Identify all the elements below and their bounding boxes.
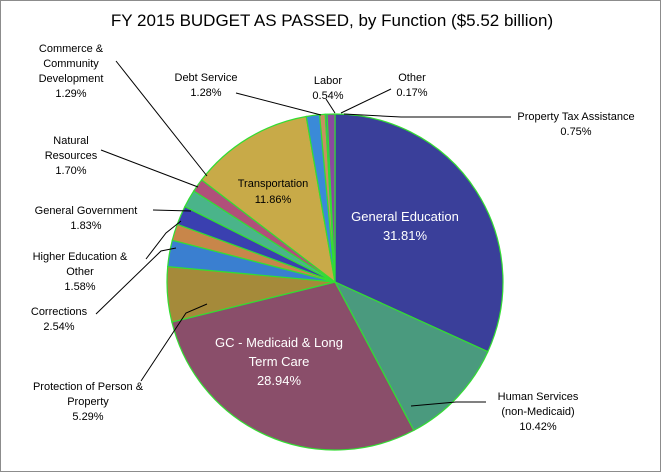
chart-title: FY 2015 BUDGET AS PASSED, by Function ($… — [111, 11, 553, 30]
leader-line-human-services-non-medicaid — [410, 401, 486, 407]
leader-line-debt-service — [235, 92, 322, 116]
slice-value-label: 5.29% — [72, 411, 103, 423]
slice-label-other: Other 0.17% — [396, 72, 427, 99]
slice-value-label: 1.83% — [70, 220, 101, 232]
slice-labels: General Education 31.81% Human Services (no… — [31, 43, 635, 433]
slice-name-label: Corrections — [31, 306, 88, 318]
slice-name-label: Human Services — [498, 391, 579, 403]
slice-value-label: 31.81% — [383, 228, 428, 243]
slice-name-label: Development — [39, 73, 104, 85]
slice-label-general-education: General Education 31.81% — [351, 209, 459, 243]
slice-label-corrections: Corrections 2.54% — [31, 306, 88, 333]
leader-line-property-tax-assistance — [343, 113, 511, 118]
slice-value-label: 1.70% — [55, 165, 86, 177]
slice-name-label: Debt Service — [175, 72, 238, 84]
slice-name-label: Labor — [314, 75, 342, 87]
slice-value-label: 11.86% — [255, 194, 292, 206]
leader-line-other — [340, 88, 392, 114]
slice-name-label: (non-Medicaid) — [501, 406, 574, 418]
leader-line-higher-education-and-other — [145, 220, 182, 260]
slice-name-label: Other — [66, 266, 94, 278]
slice-label-general-government: General Government 1.83% — [35, 205, 138, 232]
slice-label-commerce-and-community-development: Commerce & Community Development 1.29% — [39, 43, 104, 100]
slice-label-human-services-non-medicaid: Human Services (non-Medicaid) 10.42% — [498, 391, 579, 433]
slice-name-label: Commerce & — [39, 43, 104, 55]
leader-line-corrections — [95, 247, 177, 315]
slice-label-natural-resources: Natural Resources 1.70% — [45, 135, 98, 177]
slice-value-label: 28.94% — [257, 373, 302, 388]
slice-value-label: 2.54% — [43, 321, 74, 333]
leader-line-commerce-and-community-development — [115, 60, 208, 177]
slice-name-label: Resources — [45, 150, 98, 162]
slice-name-label: Property — [67, 396, 109, 408]
slice-name-label: Higher Education & — [33, 251, 128, 263]
leader-line-labor — [325, 98, 336, 114]
slice-name-label: Term Care — [249, 354, 310, 369]
slice-name-label: Other — [398, 72, 426, 84]
pie-slices — [166, 113, 504, 451]
slice-name-label: Community — [43, 58, 99, 70]
pie-slice-property-tax-assistance — [326, 113, 336, 283]
slice-value-label: 10.42% — [519, 421, 557, 433]
pie-slice-gc-medicaid-and-long-term-care — [171, 281, 415, 451]
slice-value-label: 0.17% — [396, 87, 427, 99]
leader-line-protection-of-person-and-property — [140, 303, 208, 382]
slice-name-label: Natural — [53, 135, 88, 147]
slice-label-gc-medicaid-and-long-term-care: GC - Medicaid & Long Term Care 28.94% — [215, 335, 343, 388]
slice-label-property-tax-assistance: Property Tax Assistance 0.75% — [517, 111, 634, 138]
slice-name-label: General Education — [351, 209, 459, 224]
slice-name-label: Protection of Person & — [33, 381, 144, 393]
slice-value-label: 1.29% — [55, 88, 86, 100]
leader-line-natural-resources — [100, 149, 199, 188]
pie-slice-human-services-non-medicaid — [333, 280, 489, 432]
slice-name-label: Transportation — [238, 178, 309, 190]
slice-label-higher-education-and-other: Higher Education & Other 1.58% — [33, 251, 128, 293]
pie-slice-general-education — [334, 113, 504, 353]
slice-value-label: 0.54% — [312, 90, 343, 102]
slice-label-transportation: Transportation 11.86% — [238, 178, 309, 206]
slice-value-label: 1.58% — [64, 281, 95, 293]
slice-label-labor: Labor 0.54% — [312, 75, 343, 102]
label-leader-lines — [95, 60, 511, 407]
slice-name-label: GC - Medicaid & Long — [215, 335, 343, 350]
slice-value-label: 1.28% — [190, 87, 221, 99]
slice-name-label: Property Tax Assistance — [517, 111, 634, 123]
slice-label-protection-of-person-and-property: Protection of Person & Property 5.29% — [33, 381, 144, 423]
slice-value-label: 0.75% — [560, 126, 591, 138]
slice-name-label: General Government — [35, 205, 138, 217]
leader-line-general-government — [152, 209, 192, 212]
slice-label-debt-service: Debt Service 1.28% — [175, 72, 238, 99]
